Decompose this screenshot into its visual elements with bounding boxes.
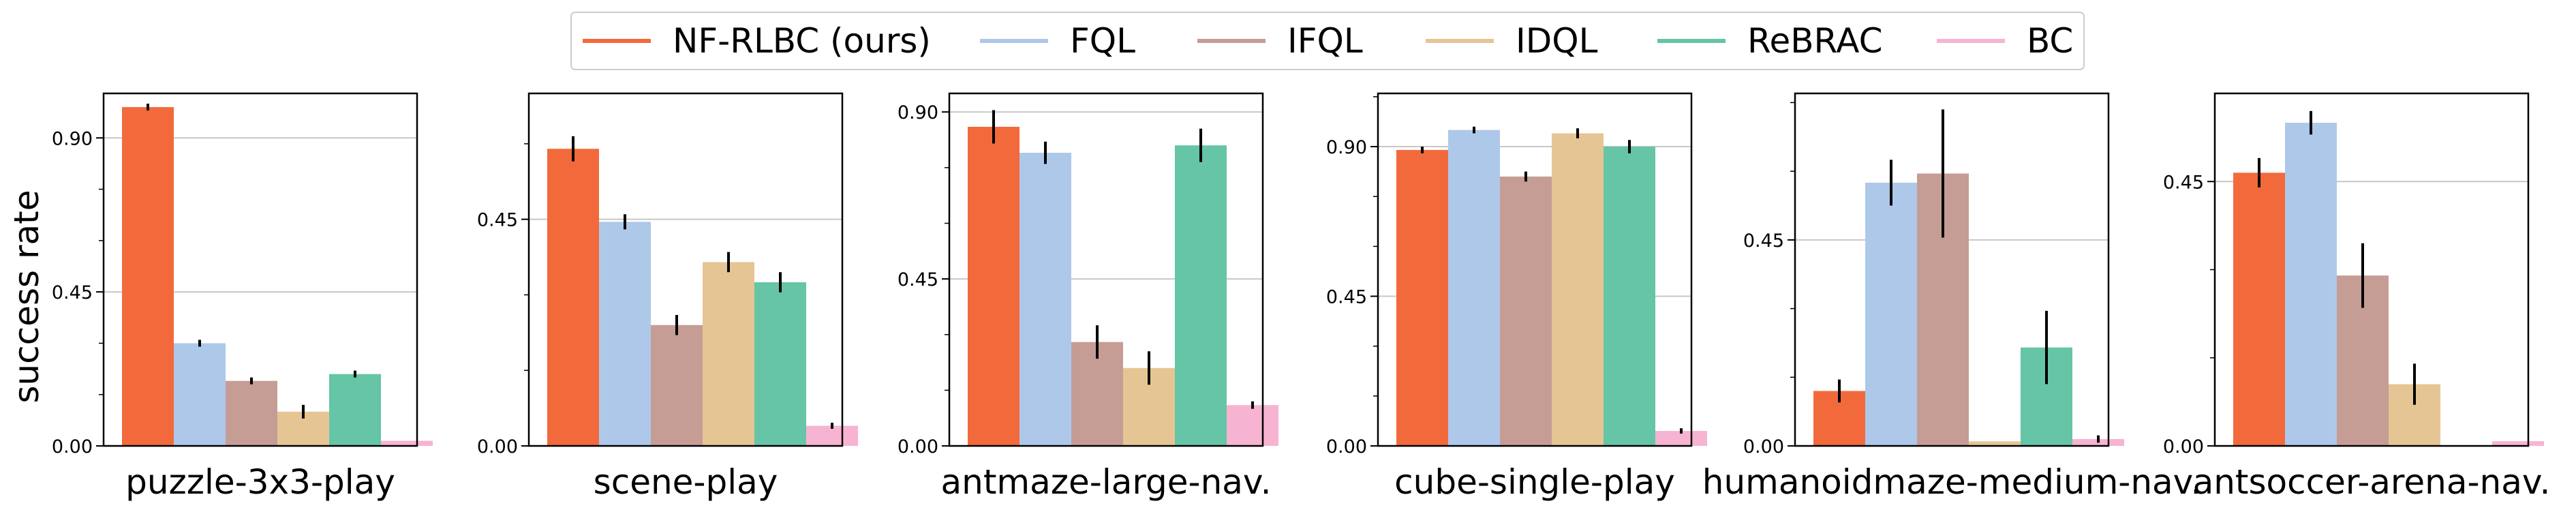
y-tick-label: 0.45: [1743, 230, 1784, 252]
legend-entry: IDQL: [1426, 21, 1598, 61]
bar: [806, 425, 858, 446]
panel-title: scene-play: [594, 462, 778, 502]
panel-antmaze-large-nav: 0.00 0.45 0.90 antmaze-large-nav.: [898, 92, 1278, 502]
legend-entry: ReBRAC: [1657, 21, 1883, 61]
bar: [1500, 176, 1552, 446]
bar: [651, 325, 703, 446]
axes-frame: [102, 92, 418, 447]
y-tick-label: 0.90: [898, 102, 938, 123]
bar: [1175, 145, 1227, 446]
bar: [2492, 441, 2544, 446]
bar: [1969, 441, 2021, 446]
y-tick-label: 0.00: [52, 436, 93, 457]
y-tick-label: 0.45: [898, 269, 938, 290]
panel-puzzle-3x3-play: 0.00 0.45 0.90 puzzle-3x3-play: [52, 92, 433, 502]
y-tick-label: 0.45: [2163, 172, 2204, 193]
y-tick-label: 0.90: [52, 128, 93, 149]
legend-label: BC: [2027, 21, 2073, 61]
y-tick-label: 0.00: [898, 436, 938, 457]
legend-box: [570, 12, 2085, 70]
y-tick-label: 0.45: [477, 210, 518, 231]
y-axis-label: success rate: [7, 190, 46, 403]
bar: [1655, 431, 1707, 446]
legend: NF-RLBC (ours) FQL IFQL IDQL ReBRAC BC: [570, 12, 2085, 70]
panel-scene-play: 0.00 0.45 scene-play: [477, 92, 858, 502]
bar: [1552, 133, 1604, 446]
bar: [1071, 342, 1123, 446]
y-tick-label: 0.45: [52, 282, 93, 303]
bar: [1019, 153, 1071, 447]
legend-label: NF-RLBC (ours): [673, 21, 931, 61]
y-tick-label: 0.00: [477, 436, 518, 457]
legend-entry: IFQL: [1197, 21, 1363, 61]
axes-frame: [2213, 92, 2530, 447]
legend-entry: FQL: [980, 21, 1135, 61]
bar: [968, 126, 1019, 446]
panel-title: antsoccer-arena-nav.: [2193, 462, 2551, 502]
bar: [2285, 123, 2337, 447]
axes-frame: [1794, 92, 2110, 447]
legend-entry: NF-RLBC (ours): [583, 21, 931, 61]
y-tick-label: 0.45: [1326, 287, 1367, 308]
panel-antsoccer-arena-nav: 0.00 0.45 antsoccer-arena-nav.: [2163, 92, 2551, 502]
legend-label: IDQL: [1516, 21, 1598, 61]
panel-title: humanoidmaze-medium-nav.: [1702, 462, 2202, 502]
y-tick-label: 0.00: [1326, 436, 1367, 457]
bar: [1604, 147, 1655, 447]
panel-cube-single-play: 0.00 0.45 0.90 cube-single-play: [1326, 92, 1707, 502]
bar: [329, 374, 381, 446]
legend-label: IFQL: [1287, 21, 1363, 61]
y-tick-label: 0.00: [1743, 436, 1784, 457]
y-tick-label: 0.90: [1326, 137, 1367, 158]
axes-frame: [1377, 92, 1693, 447]
bar: [1396, 149, 1448, 446]
bar: [754, 282, 806, 446]
bar: [226, 380, 277, 446]
legend-entry: BC: [1937, 21, 2073, 61]
panel-title: antmaze-large-nav.: [940, 462, 1271, 502]
y-tick-label: 0.00: [2163, 436, 2204, 457]
axes-frame: [948, 92, 1264, 447]
legend-label: FQL: [1070, 21, 1135, 61]
bar: [703, 262, 754, 446]
panel-title: cube-single-play: [1394, 462, 1675, 502]
axes-frame: [527, 92, 844, 447]
legend-label: ReBRAC: [1747, 21, 1883, 61]
panel-humanoidmaze-medium-nav: 0.00 0.45 humanoidmaze-medium-nav.: [1702, 92, 2202, 502]
bar: [599, 222, 651, 446]
panel-title: puzzle-3x3-play: [125, 462, 395, 502]
bar: [547, 149, 599, 446]
bar: [1448, 130, 1500, 446]
bar: [1227, 405, 1278, 446]
bar: [122, 107, 174, 446]
bar: [381, 440, 433, 446]
bar: [2233, 172, 2285, 446]
bar: [1865, 182, 1917, 446]
bar: [174, 343, 226, 446]
